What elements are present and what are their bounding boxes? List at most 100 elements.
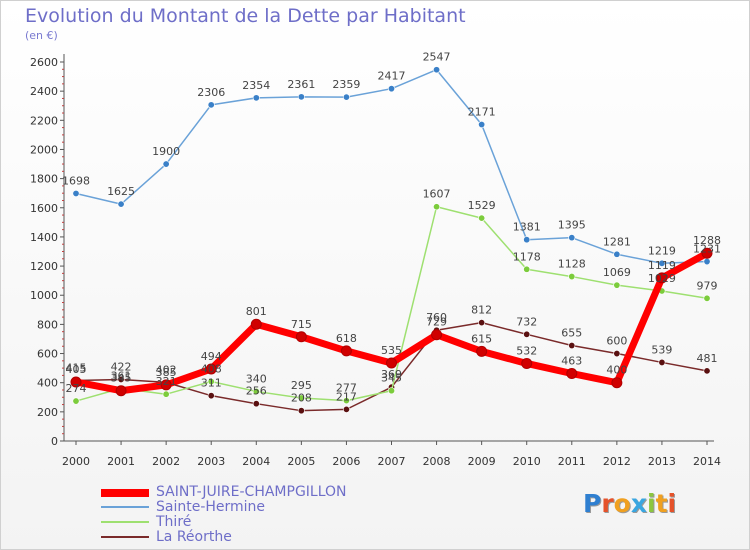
data-point — [295, 331, 307, 343]
data-label: 1069 — [603, 266, 631, 279]
data-label: 539 — [651, 343, 672, 356]
data-label: 600 — [606, 335, 627, 348]
logo-letter: t — [655, 489, 668, 518]
series-line — [75, 68, 708, 265]
data-point — [342, 405, 350, 413]
x-tick-label: 2002 — [152, 455, 180, 468]
data-point — [478, 121, 486, 129]
data-label: 2547 — [423, 51, 451, 64]
y-tick-label: 2600 — [30, 56, 58, 69]
logo-letter: o — [613, 489, 631, 518]
data-label: 400 — [606, 364, 627, 377]
data-point — [566, 368, 578, 380]
data-point — [252, 387, 260, 395]
data-point — [703, 294, 711, 302]
logo-letter: i — [667, 489, 677, 518]
x-tick-label: 2008 — [423, 455, 451, 468]
data-point — [340, 345, 352, 357]
data-label: 345 — [111, 372, 132, 385]
data-point — [205, 363, 217, 375]
data-label: 615 — [471, 332, 492, 345]
data-label: 277 — [336, 382, 357, 395]
x-tick-label: 2005 — [287, 455, 315, 468]
data-label: 1178 — [513, 250, 541, 263]
data-label: 732 — [516, 315, 537, 328]
data-point — [478, 319, 486, 327]
data-label: 1607 — [423, 188, 451, 201]
data-point — [117, 375, 125, 383]
data-point — [387, 85, 395, 93]
data-label: 801 — [246, 305, 267, 318]
data-point — [568, 234, 576, 242]
data-point — [386, 357, 397, 369]
data-point — [387, 387, 395, 395]
data-label: 1698 — [62, 174, 90, 187]
data-point — [433, 66, 441, 74]
data-point — [70, 376, 82, 388]
legend-label: La Réorthe — [156, 529, 232, 545]
x-tick-label: 2004 — [242, 455, 270, 468]
logo-letter: r — [601, 489, 614, 518]
data-label: 422 — [111, 360, 132, 373]
legend-swatch — [101, 536, 149, 538]
y-tick-label: 1800 — [30, 173, 58, 186]
data-point — [207, 378, 215, 386]
x-tick-label: 2006 — [332, 455, 360, 468]
data-label: 494 — [201, 350, 222, 363]
data-point — [523, 236, 531, 244]
x-tick-label: 2012 — [603, 455, 631, 468]
data-point — [568, 273, 576, 281]
data-point — [160, 379, 172, 391]
y-tick-label: 200 — [37, 406, 58, 419]
data-label: 1625 — [107, 185, 135, 198]
legend-swatch — [101, 489, 149, 497]
data-label: 256 — [246, 385, 267, 398]
data-label: 311 — [201, 377, 222, 390]
data-point — [162, 160, 170, 168]
data-label: 2417 — [378, 70, 406, 83]
data-label: 2354 — [242, 79, 270, 92]
data-point — [658, 259, 666, 267]
y-tick-label: 1600 — [30, 202, 58, 215]
data-label: 2361 — [287, 78, 315, 91]
x-tick-label: 2003 — [197, 455, 225, 468]
data-label: 1029 — [648, 272, 676, 285]
y-tick-label: 800 — [37, 318, 58, 331]
data-label: 1219 — [648, 244, 676, 257]
data-label: 481 — [697, 352, 718, 365]
data-point — [252, 94, 260, 102]
y-tick-label: 0 — [51, 435, 58, 448]
legend-item: La Réorthe — [101, 530, 421, 545]
data-point — [72, 397, 80, 405]
x-tick-label: 2014 — [693, 455, 721, 468]
x-tick-label: 2013 — [648, 455, 676, 468]
data-label: 618 — [336, 332, 357, 345]
data-label: 405 — [66, 363, 87, 376]
legend-label: Sainte-Hermine — [156, 499, 266, 515]
y-tick-label: 2000 — [30, 143, 58, 156]
data-label: 1529 — [468, 199, 496, 212]
x-tick-label: 2010 — [513, 455, 541, 468]
x-tick-label: 2001 — [107, 455, 135, 468]
data-label: 812 — [471, 304, 492, 317]
logo-letter: P — [583, 489, 602, 518]
data-label: 1128 — [558, 258, 586, 271]
legend-label: SAINT-JUIRE-CHAMPGILLON — [156, 484, 347, 500]
chart-title: Evolution du Montant de la Dette par Hab… — [25, 5, 466, 27]
data-point — [252, 400, 260, 408]
data-label: 532 — [516, 344, 537, 357]
y-tick-label: 2400 — [30, 85, 58, 98]
data-point — [72, 189, 80, 197]
y-tick-label: 1200 — [30, 260, 58, 273]
data-label: 274 — [66, 382, 87, 395]
data-point — [117, 200, 125, 208]
data-point — [207, 392, 215, 400]
data-label: 2306 — [197, 86, 225, 99]
x-tick-label: 2009 — [468, 455, 496, 468]
y-tick-label: 1400 — [30, 231, 58, 244]
data-point — [297, 93, 305, 101]
data-label: 1288 — [693, 234, 721, 247]
x-tick-label: 2011 — [558, 455, 586, 468]
